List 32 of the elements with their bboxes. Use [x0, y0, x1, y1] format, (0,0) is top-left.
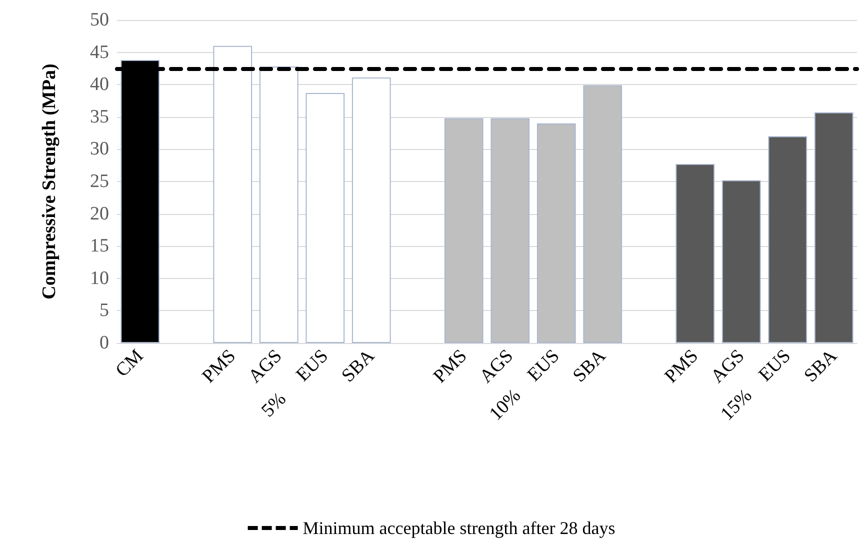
- bar: [306, 93, 345, 343]
- y-tick-label: 15: [90, 236, 109, 257]
- x-tick-label: SBA: [569, 345, 610, 387]
- y-tick-label: 20: [90, 203, 109, 224]
- bar: [352, 77, 391, 343]
- bar: [814, 112, 854, 343]
- y-tick-label: 0: [100, 332, 109, 354]
- text: 5%: [258, 388, 290, 422]
- y-tick-label: 10: [90, 268, 109, 289]
- bar: [259, 66, 298, 343]
- y-axis-title: Compressive Strength (MPa): [39, 64, 60, 300]
- y-tick-label: 50: [90, 10, 109, 30]
- text: 10%: [486, 385, 526, 425]
- y-tick-label: 40: [90, 74, 109, 96]
- y-tick-label: 35: [90, 106, 109, 128]
- bar: [213, 46, 252, 343]
- bar: [490, 118, 530, 343]
- legend-label: Minimum acceptable strength after 28 days: [302, 518, 616, 538]
- bar: [768, 136, 808, 343]
- y-tick-label: 25: [90, 171, 109, 192]
- y-tick-label: 45: [90, 42, 109, 63]
- bar: [583, 85, 622, 343]
- x-tick-label: SBA: [338, 345, 379, 387]
- x-tick-label: CM: [112, 345, 148, 382]
- x-tick-label: SBA: [800, 345, 842, 387]
- bar: [676, 164, 715, 343]
- bar: [722, 180, 761, 343]
- bar: [444, 118, 484, 343]
- y-tick-label: 30: [90, 138, 109, 160]
- y-tick-label: 5: [100, 300, 109, 322]
- text: 15%: [716, 385, 756, 425]
- bar: [536, 123, 576, 343]
